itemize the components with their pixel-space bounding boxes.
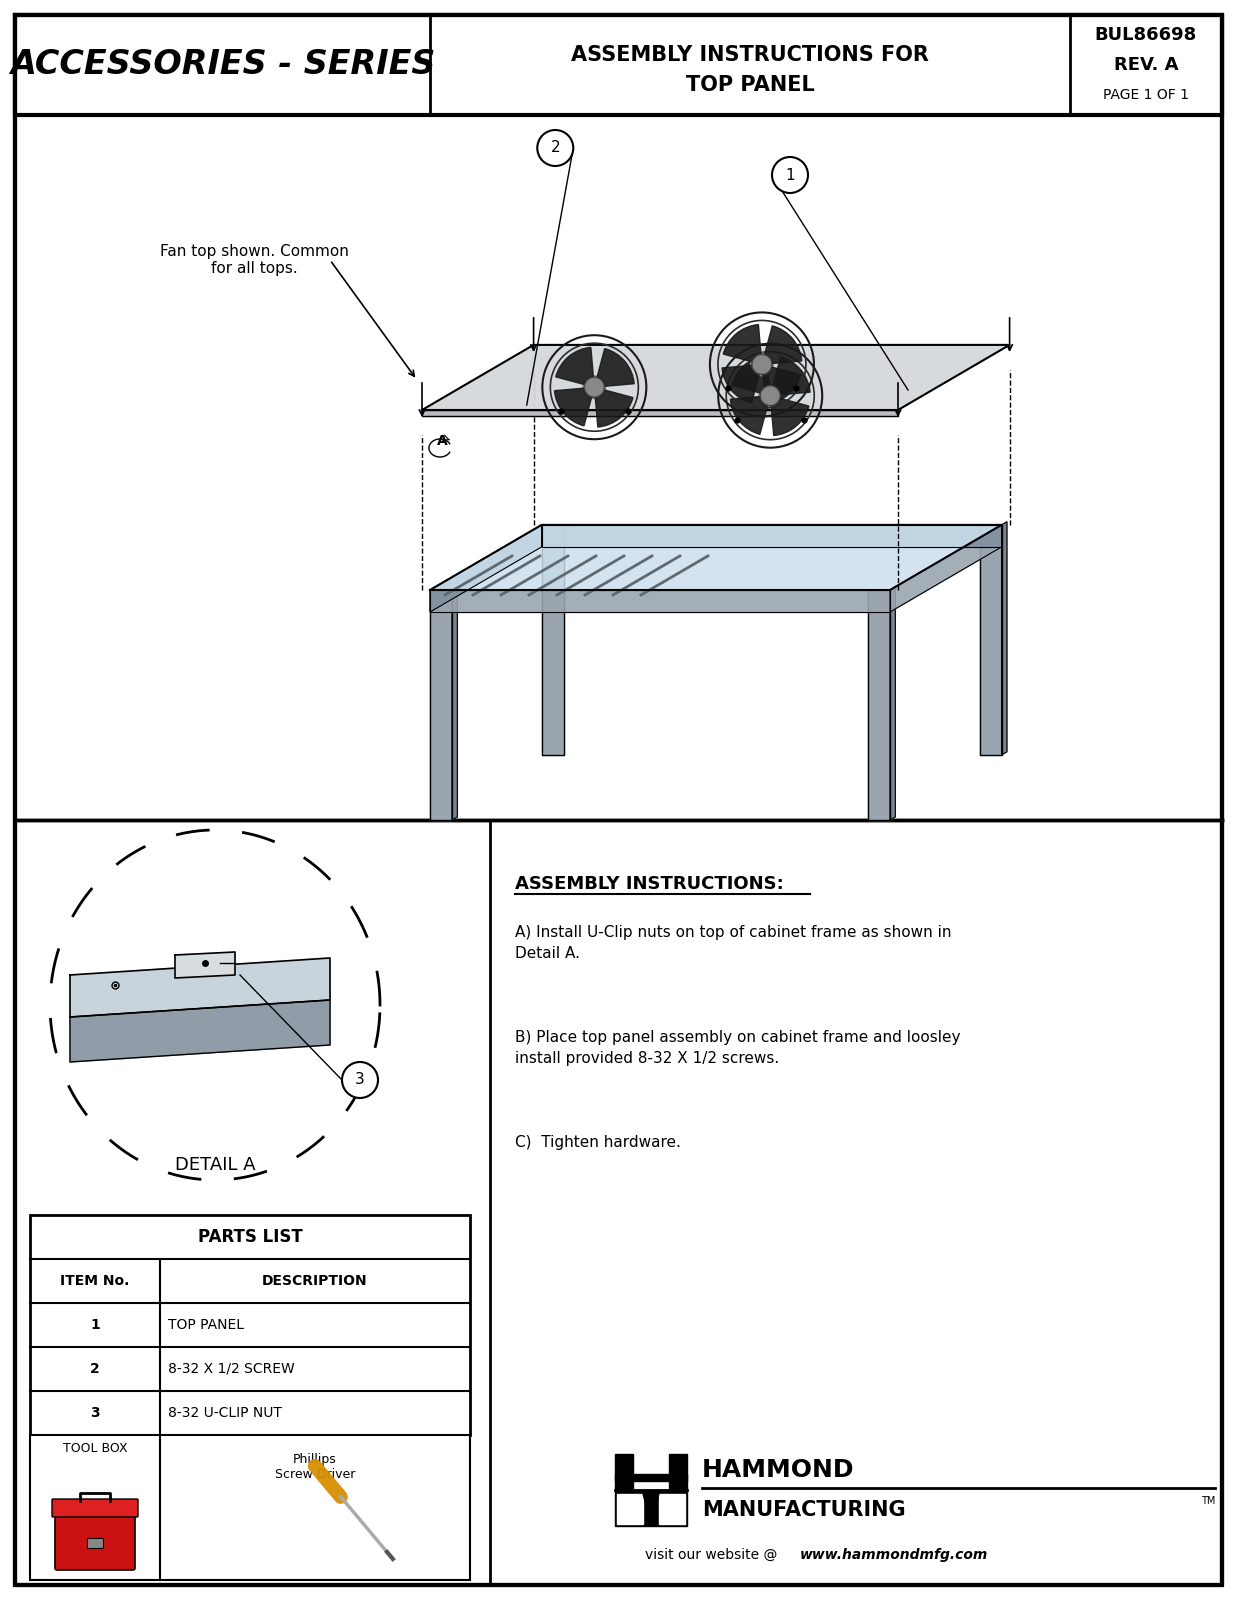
Polygon shape <box>868 590 889 819</box>
Text: REV. A: REV. A <box>1113 56 1179 74</box>
Polygon shape <box>659 1494 685 1523</box>
Circle shape <box>761 386 781 406</box>
Text: 1: 1 <box>785 168 795 182</box>
Polygon shape <box>889 525 1002 611</box>
Circle shape <box>758 384 782 408</box>
Text: ACCESSORIES - SERIES: ACCESSORIES - SERIES <box>10 48 435 82</box>
Text: 8-32 U-CLIP NUT: 8-32 U-CLIP NUT <box>168 1406 282 1421</box>
Wedge shape <box>762 365 800 405</box>
Polygon shape <box>615 1474 687 1482</box>
Polygon shape <box>669 1454 687 1490</box>
Wedge shape <box>731 355 771 395</box>
Text: TOP PANEL: TOP PANEL <box>685 75 814 94</box>
Text: A) Install U-Clip nuts on top of cabinet frame as shown in
Detail A.: A) Install U-Clip nuts on top of cabinet… <box>515 925 951 962</box>
Polygon shape <box>980 525 1002 755</box>
Text: 3: 3 <box>90 1406 100 1421</box>
Polygon shape <box>71 958 330 1018</box>
Polygon shape <box>71 1000 330 1062</box>
Polygon shape <box>542 525 1002 547</box>
Wedge shape <box>554 387 594 426</box>
Text: B) Place top panel assembly on cabinet frame and loosley
install provided 8-32 X: B) Place top panel assembly on cabinet f… <box>515 1030 960 1066</box>
Wedge shape <box>594 387 633 427</box>
Circle shape <box>750 352 774 376</box>
Text: 2: 2 <box>550 141 560 155</box>
Polygon shape <box>174 952 235 978</box>
Text: DETAIL A: DETAIL A <box>174 1155 255 1174</box>
Polygon shape <box>430 525 542 611</box>
Bar <box>15 14 1222 115</box>
Wedge shape <box>771 395 809 435</box>
Polygon shape <box>430 525 1002 590</box>
Polygon shape <box>643 1494 659 1523</box>
Text: TOP PANEL: TOP PANEL <box>168 1318 244 1331</box>
Circle shape <box>583 376 606 400</box>
Wedge shape <box>555 347 594 387</box>
Text: Phillips
Screw Driver: Phillips Screw Driver <box>275 1453 355 1482</box>
Text: www.hammondmfg.com: www.hammondmfg.com <box>800 1549 988 1562</box>
Bar <box>87 1538 103 1549</box>
Wedge shape <box>724 325 762 365</box>
Polygon shape <box>422 346 1009 410</box>
Bar <box>30 1214 470 1435</box>
Polygon shape <box>430 590 452 819</box>
Circle shape <box>772 157 808 194</box>
Text: ASSEMBLY INSTRUCTIONS FOR: ASSEMBLY INSTRUCTIONS FOR <box>571 45 929 66</box>
Bar <box>30 1435 470 1581</box>
Polygon shape <box>615 1454 633 1490</box>
Wedge shape <box>722 365 762 403</box>
Circle shape <box>341 1062 379 1098</box>
Text: PAGE 1 OF 1: PAGE 1 OF 1 <box>1103 88 1189 102</box>
Polygon shape <box>422 410 898 416</box>
Circle shape <box>537 130 573 166</box>
Text: 3: 3 <box>355 1072 365 1088</box>
Polygon shape <box>889 587 896 819</box>
Text: A: A <box>437 434 448 448</box>
Wedge shape <box>771 357 810 395</box>
Text: TOOL BOX: TOOL BOX <box>63 1443 127 1456</box>
Text: C)  Tighten hardware.: C) Tighten hardware. <box>515 1134 680 1150</box>
Text: visit our website @: visit our website @ <box>644 1549 782 1562</box>
Polygon shape <box>452 587 458 819</box>
Text: Fan top shown. Common
for all tops.: Fan top shown. Common for all tops. <box>160 243 349 277</box>
Polygon shape <box>615 1490 687 1526</box>
Polygon shape <box>617 1494 643 1523</box>
Polygon shape <box>430 590 889 611</box>
Text: BUL86698: BUL86698 <box>1095 26 1197 43</box>
Text: 2: 2 <box>90 1362 100 1376</box>
Text: MANUFACTURING: MANUFACTURING <box>703 1501 905 1520</box>
Text: 8-32 X 1/2 SCREW: 8-32 X 1/2 SCREW <box>168 1362 294 1376</box>
Polygon shape <box>542 525 564 755</box>
FancyBboxPatch shape <box>54 1510 135 1570</box>
Circle shape <box>584 378 605 397</box>
Text: PARTS LIST: PARTS LIST <box>198 1229 302 1246</box>
Polygon shape <box>1002 522 1007 755</box>
Circle shape <box>752 355 772 374</box>
Text: TM: TM <box>1201 1496 1215 1506</box>
Text: HAMMOND: HAMMOND <box>703 1458 855 1482</box>
Text: ASSEMBLY INSTRUCTIONS:: ASSEMBLY INSTRUCTIONS: <box>515 875 784 893</box>
Wedge shape <box>730 395 771 434</box>
Wedge shape <box>762 326 802 365</box>
Text: ITEM No.: ITEM No. <box>61 1274 130 1288</box>
Text: 1: 1 <box>90 1318 100 1331</box>
Text: DESCRIPTION: DESCRIPTION <box>262 1274 367 1288</box>
Wedge shape <box>594 349 635 387</box>
FancyBboxPatch shape <box>52 1499 139 1517</box>
